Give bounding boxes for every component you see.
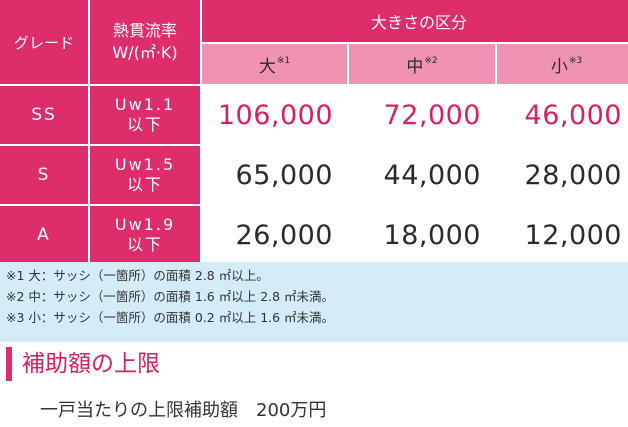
u-value-cell-s: Uw1.5 以下	[90, 146, 200, 204]
footnote-3: ※3 小：サッシ（一箇所）の面積 0.2 ㎡以上 1.6 ㎡未満。	[6, 310, 335, 325]
header-size-large: 大 ※1	[202, 44, 347, 84]
footnotes: ※1 大：サッシ（一箇所）の面積 2.8 ㎡以上。 ※2 中：サッシ（一箇所）の…	[0, 262, 628, 342]
amount-s-small: 28,000	[497, 146, 628, 204]
section-title: 補助額の上限	[22, 351, 160, 377]
u-suffix-s: 以下	[126, 175, 163, 194]
header-size-large-label: 大	[258, 56, 276, 77]
amount-ss-large: 106,000	[202, 86, 347, 144]
u-suffix-a: 以下	[126, 235, 163, 254]
header-u-value: 熱貫流率 W/(㎡·K)	[90, 0, 200, 84]
grade-cell-ss: SS	[0, 86, 88, 144]
footnote-2: ※2 中：サッシ（一箇所）の面積 1.6 ㎡以上 2.8 ㎡未満。	[6, 289, 335, 304]
u-suffix-ss: 以下	[126, 115, 163, 134]
header-size-medium-note: ※2	[424, 56, 438, 66]
subsidy-cap-text: 一戸当たりの上限補助額 200万円	[40, 400, 327, 421]
header-size-medium: 中 ※2	[349, 44, 495, 84]
header-u-value-line1: 熱貫流率	[112, 21, 177, 40]
header-size-small: 小 ※3	[497, 44, 628, 84]
amount-s-medium: 44,000	[349, 146, 495, 204]
u-value-a: Uw1.9	[114, 215, 176, 234]
u-value-cell-a: Uw1.9 以下	[90, 206, 200, 264]
grade-cell-a: A	[0, 206, 88, 264]
amount-ss-medium: 72,000	[349, 86, 495, 144]
amount-s-large: 65,000	[202, 146, 347, 204]
header-size-medium-label: 中	[406, 56, 424, 77]
header-grade: グレード	[0, 0, 88, 84]
header-size-small-label: 小	[550, 56, 568, 77]
subsidy-table: グレード 熱貫流率 W/(㎡·K) 大きさの区分 大 ※1 中 ※2 小 ※3 SS …	[0, 0, 628, 264]
grade-cell-s: S	[0, 146, 88, 204]
amount-a-medium: 18,000	[349, 206, 495, 264]
u-value-s: Uw1.5	[114, 155, 176, 174]
footnote-1: ※1 大：サッシ（一箇所）の面積 2.8 ㎡以上。	[6, 268, 269, 283]
header-size-small-note: ※3	[568, 56, 583, 66]
amount-a-large: 26,000	[202, 206, 347, 264]
header-size-group: 大きさの区分	[202, 0, 628, 42]
u-value-cell-ss: Uw1.1 以下	[90, 86, 200, 144]
section-accent-bar	[6, 347, 12, 381]
header-size-large-note: ※1	[276, 56, 291, 66]
u-value-ss: Uw1.1	[114, 95, 176, 114]
amount-a-small: 12,000	[497, 206, 628, 264]
header-u-value-line2: W/(㎡·K)	[112, 43, 178, 62]
amount-ss-small: 46,000	[497, 86, 628, 144]
